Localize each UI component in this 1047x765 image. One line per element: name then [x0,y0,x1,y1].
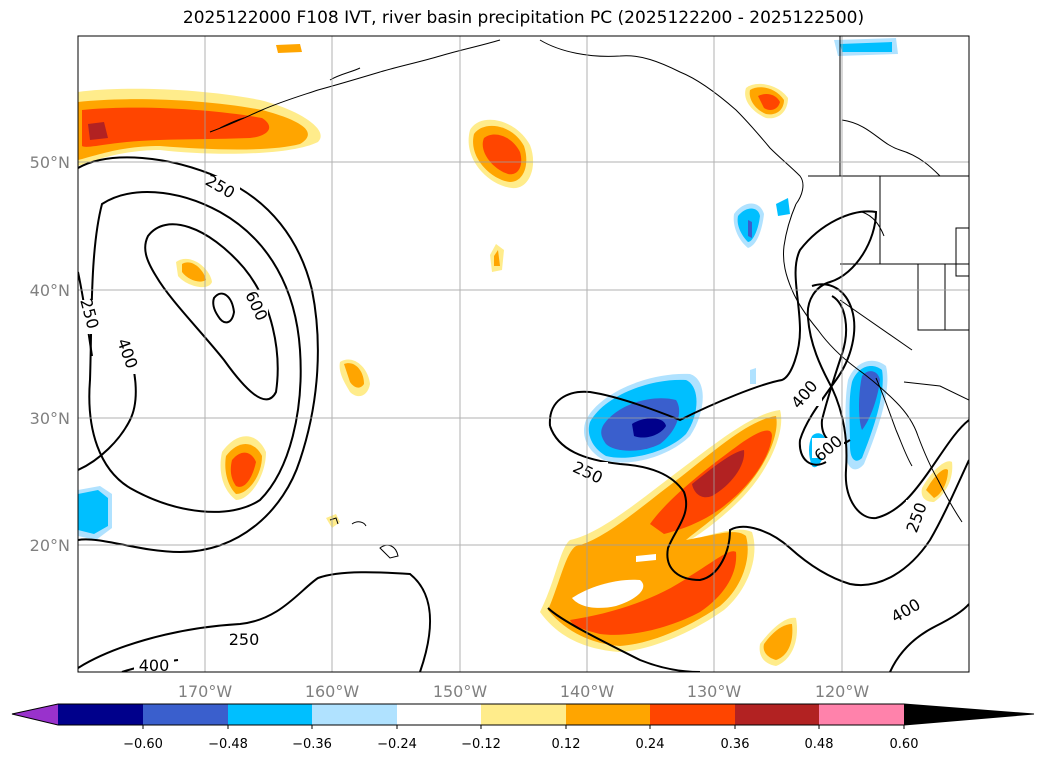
colorbar-tick-label: 0.24 [636,737,665,752]
colorbar-segment [228,704,312,725]
colorbar-segment [143,704,228,725]
colorbar-segment [819,704,904,725]
contour-label: 250 [229,630,260,649]
pc-band-north-pacific [88,122,108,140]
colorbar-tick-label: −0.48 [208,737,248,752]
ivt-contour-600-small [212,292,236,324]
lat-label: 30°N [30,409,70,428]
colorbar-segment [312,704,397,725]
colorbar-segment [481,704,566,725]
ivt-contour-600 [144,223,279,401]
lon-label: 130°W [687,682,742,701]
ivt-contour-400-lower [547,607,701,672]
lat-label: 50°N [30,153,70,172]
lat-label: 40°N [30,281,70,300]
colorbar-segment [397,704,481,725]
colorbar-tick-label: 0.12 [552,737,581,752]
colorbar-segment [12,704,58,725]
colorbar-tick-label: 0.60 [890,737,919,752]
ivt-contour-400 [88,191,302,513]
lon-label: 160°W [305,682,360,701]
map-frame [77,35,970,673]
graticule [78,36,969,672]
colorbar-tick-label: 0.36 [721,737,750,752]
colorbar-segment [904,704,1034,725]
map-title: 2025122000 F108 IVT, river basin precipi… [182,8,865,28]
ivt-contours [78,156,969,672]
colorbar-tick-label: −0.60 [123,737,163,752]
colorbar-tick-label: 0.48 [805,737,834,752]
colorbar-segment [58,704,143,725]
lat-labels: 50°N 40°N 30°N 20°N [30,153,70,555]
colorbar-tick-label: −0.12 [461,737,501,752]
colorbar-tick-label: −0.36 [292,737,332,752]
precip-pc-fields [78,38,953,666]
ivt-contour-250-east-lower [549,425,969,587]
colorbar-segment [650,704,735,725]
lon-labels: 170°W 160°W 150°W 140°W 130°W 120°W [178,682,870,701]
lon-label: 120°W [815,682,870,701]
ivt-contour-250 [78,156,319,554]
ivt-contour-400-east [798,283,856,466]
map-plot-area: 250 250 400 600 400 250 250 400 600 400 … [78,36,969,675]
contour-label: 400 [139,656,170,675]
colorbar-segment [566,704,650,725]
colorbar: −0.60 −0.48 −0.36 −0.24 −0.12 0.12 0.24 … [11,703,1035,752]
colorbar-segment [735,704,819,725]
lat-label: 20°N [30,536,70,555]
lon-label: 150°W [433,682,488,701]
ivt-contour-400-se [889,603,969,672]
pc-band-north-pacific [82,107,270,147]
lon-label: 140°W [560,682,615,701]
colorbar-tick-label: −0.24 [377,737,417,752]
ivt-contour-250-south [78,571,431,672]
lon-label: 170°W [178,682,233,701]
ivt-contour-250-east [548,210,969,520]
